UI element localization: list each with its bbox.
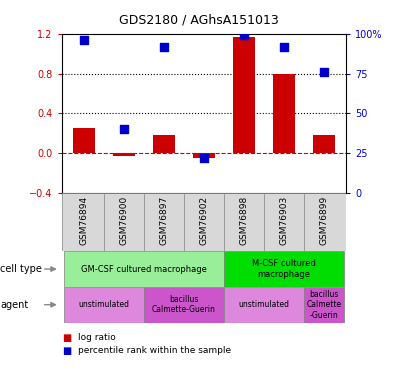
Bar: [224, 251, 344, 287]
Text: GSM76898: GSM76898: [240, 196, 249, 245]
Text: unstimulated: unstimulated: [78, 300, 129, 309]
Point: [281, 44, 287, 50]
Bar: [233, 37, 255, 153]
Bar: [304, 287, 344, 322]
Point: [241, 32, 247, 38]
Text: GSM76897: GSM76897: [159, 196, 168, 245]
Text: GM-CSF cultured macrophage: GM-CSF cultured macrophage: [81, 265, 207, 274]
Text: unstimulated: unstimulated: [238, 300, 290, 309]
Bar: [73, 128, 95, 153]
Text: ■: ■: [62, 346, 71, 355]
Point: [321, 69, 328, 75]
Point: [201, 155, 207, 161]
Point: [121, 126, 127, 132]
Text: percentile rank within the sample: percentile rank within the sample: [78, 346, 231, 355]
Text: GSM76903: GSM76903: [280, 196, 289, 245]
Text: ■: ■: [62, 333, 71, 342]
Bar: [64, 287, 144, 322]
Point: [80, 37, 87, 43]
Point: [161, 44, 167, 50]
Text: agent: agent: [0, 300, 28, 310]
Text: GSM76902: GSM76902: [199, 196, 209, 245]
Text: GSM76900: GSM76900: [119, 196, 128, 245]
Bar: [273, 74, 295, 153]
Text: GSM76899: GSM76899: [320, 196, 329, 245]
Text: log ratio: log ratio: [78, 333, 115, 342]
Text: GSM76894: GSM76894: [79, 196, 88, 245]
Bar: [113, 153, 135, 156]
Bar: [144, 287, 224, 322]
Text: M-CSF cultured
macrophage: M-CSF cultured macrophage: [252, 260, 316, 279]
Text: bacillus
Calmette-Guerin: bacillus Calmette-Guerin: [152, 295, 216, 314]
Bar: [313, 135, 335, 153]
Bar: [64, 251, 224, 287]
Text: bacillus
Calmette
-Guerin: bacillus Calmette -Guerin: [306, 290, 342, 320]
Bar: [224, 287, 304, 322]
Text: cell type: cell type: [0, 264, 42, 274]
Text: GDS2180 / AGhsA151013: GDS2180 / AGhsA151013: [119, 13, 279, 26]
Bar: [193, 153, 215, 158]
Bar: [153, 135, 175, 153]
